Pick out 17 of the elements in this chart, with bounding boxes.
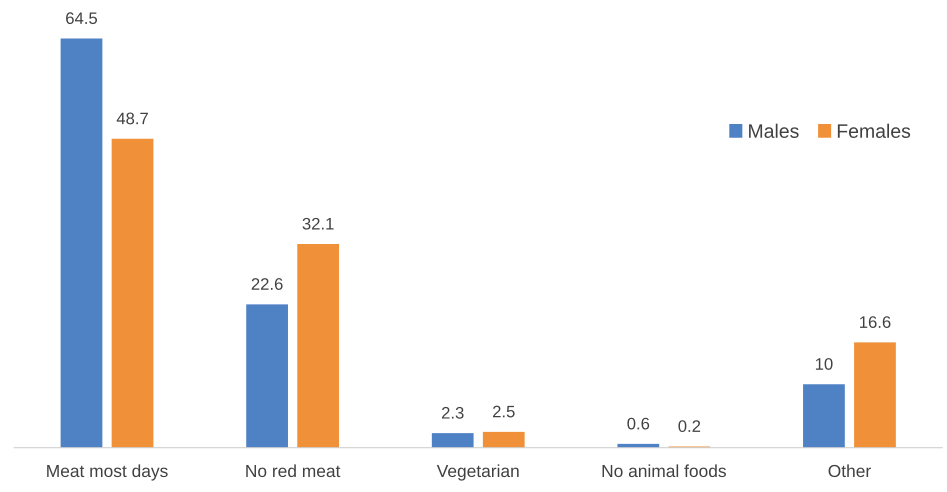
data-label: 0.2	[678, 420, 700, 432]
data-label: 16.6	[860, 316, 890, 328]
data-label: 2.3	[442, 406, 464, 419]
x-tick-label: Meat most days	[47, 464, 168, 481]
legend-label: Males	[749, 124, 799, 138]
x-tick-label: Other	[828, 464, 871, 478]
legend-label: Females	[838, 124, 910, 138]
x-tick-label: Vegetarian	[436, 464, 519, 481]
data-label: 22.6	[252, 278, 283, 290]
data-label: 10	[816, 358, 833, 370]
data-label: 48.7	[116, 112, 148, 124]
data-label: 64.5	[66, 12, 98, 24]
data-label: 2.5	[493, 406, 515, 418]
data-label: 0.6	[627, 418, 650, 430]
x-tick-label: No animal foods	[602, 464, 726, 478]
data-label: 32.1	[302, 218, 334, 230]
x-tick-label: No red meat	[246, 464, 340, 478]
